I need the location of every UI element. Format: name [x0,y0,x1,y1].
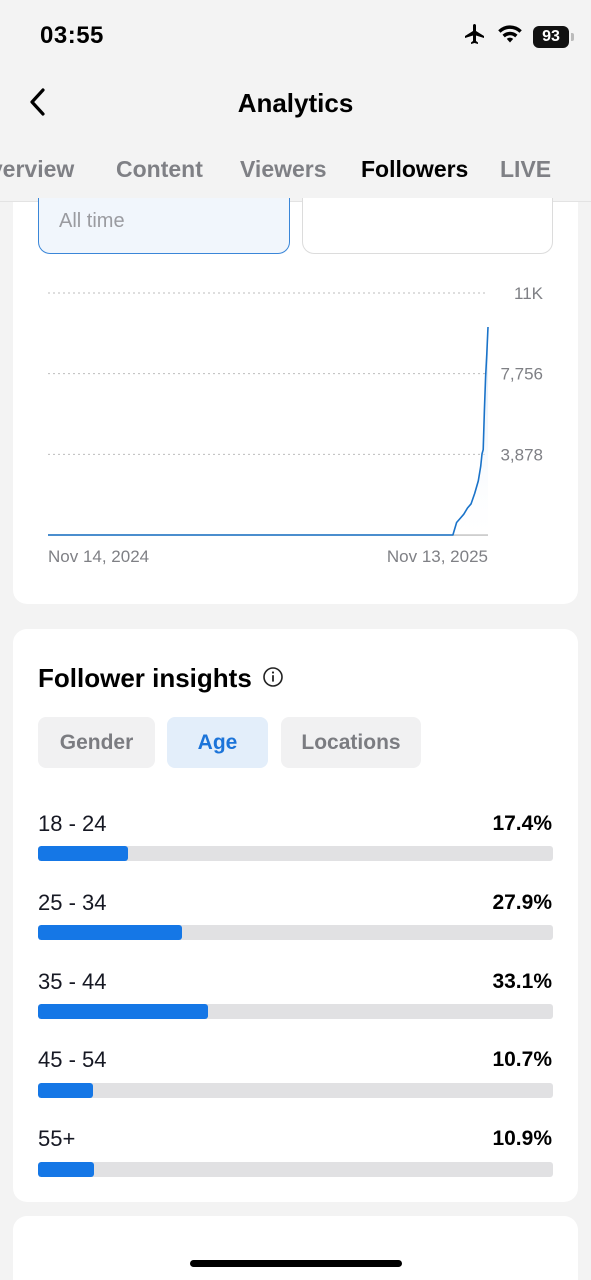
follower-insights-card: Follower insights Gender Age Locations 1… [13,629,578,1202]
age-bar-fill [38,1004,209,1019]
tab-followers[interactable]: Followers [361,156,469,182]
age-bar-fill [38,846,128,861]
age-row-label: 18 - 24 [38,811,107,836]
age-bar-track [38,1162,553,1177]
age-bar-fill [38,925,182,940]
tab-content[interactable]: Content [116,156,203,182]
chip-age[interactable]: Age [167,717,268,768]
page-title: Analytics [237,88,354,118]
insights-title: Follower insights [38,663,252,693]
airplane-icon [463,22,487,51]
x-tick-label: Nov 13, 2025 [387,547,488,566]
age-bar-track [38,846,553,861]
chip-locations[interactable]: Locations [281,717,421,768]
y-tick-label: 11K [514,284,544,303]
age-bar-fill [38,1162,95,1177]
x-tick-label: Nov 14, 2024 [48,547,149,566]
chip-gender[interactable]: Gender [38,717,155,768]
age-row-value: 17.4% [492,812,552,835]
y-tick-label: 3,878 [500,445,543,464]
followers-chart: 11K 7,756 3,878 Nov 14, 2024 Nov 13, 2025 [48,284,544,566]
age-bar-track [38,1083,553,1098]
period-selector-value: All time [59,210,125,232]
home-indicator[interactable] [190,1260,402,1267]
chart-series-line [48,326,489,536]
next-card [13,1216,578,1280]
status-time: 03:55 [40,22,104,49]
age-row-label: 45 - 54 [38,1047,107,1072]
status-icons: 93 [463,22,574,51]
info-circle-icon[interactable] [262,666,284,688]
age-bar-track [38,1004,553,1019]
tab-bar: Overview Content Viewers Followers LIVE [0,140,591,202]
tab-viewers[interactable]: Viewers [240,156,327,182]
chart-area [48,327,488,535]
status-bar: 03:55 93 [0,0,591,72]
tab-overview[interactable]: Overview [0,156,75,182]
chevron-left-icon [27,87,49,122]
age-row-value: 27.9% [492,891,552,914]
age-row-label: 25 - 34 [38,890,107,915]
back-button[interactable] [18,84,58,124]
age-bar-track [38,925,553,940]
age-row-value: 10.7% [492,1048,552,1071]
age-bar-fill [38,1083,94,1098]
secondary-selector[interactable] [302,198,553,254]
header: Analytics [0,72,591,136]
age-row-label: 35 - 44 [38,969,107,994]
battery-icon: 93 [533,25,574,48]
wifi-icon [497,23,523,50]
age-row-label: 55+ [38,1126,76,1151]
age-row-value: 10.9% [492,1127,552,1150]
period-selector[interactable]: All time [38,198,290,254]
followers-chart-card: All time 11K 7,756 3,878 Nov 14, 2024 Nov 13… [13,198,578,604]
y-tick-label: 7,756 [500,365,543,384]
tab-live[interactable]: LIVE [500,156,552,182]
age-row-value: 33.1% [492,970,552,993]
